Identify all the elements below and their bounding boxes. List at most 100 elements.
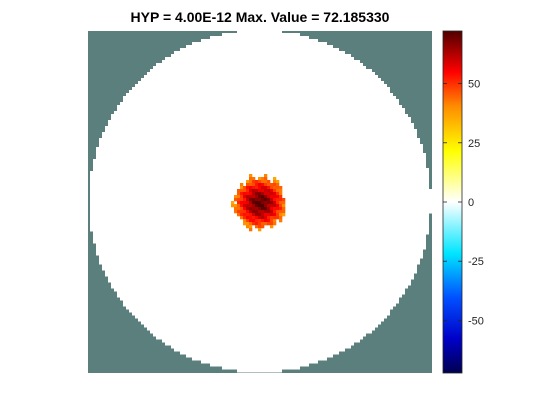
hotspot-pixel — [246, 207, 250, 211]
hotspot-pixel — [267, 222, 271, 226]
hotspot-pixel — [240, 195, 244, 199]
hotspot-pixel — [255, 222, 259, 226]
hotspot-pixel — [279, 201, 283, 205]
hotspot-pixel — [258, 195, 262, 199]
hotspot-pixel — [249, 207, 253, 211]
disk-row — [165, 342, 354, 346]
hotspot-pixel — [249, 180, 253, 184]
disk-row — [141, 78, 381, 82]
hotspot-pixel — [246, 204, 250, 208]
hotspot-pixel — [246, 213, 250, 217]
hotspot-pixel — [270, 225, 274, 229]
disk-row — [96, 249, 423, 253]
hotspot-pixel — [255, 192, 259, 196]
hotspot-pixel — [273, 180, 277, 184]
hotspot-pixel — [258, 225, 262, 229]
disk-row — [102, 264, 417, 268]
hotspot-pixel — [249, 225, 253, 229]
hotspot-pixel — [273, 183, 277, 187]
disk-row — [120, 297, 399, 301]
hotspot-pixel — [255, 183, 259, 187]
hotspot-pixel — [264, 177, 268, 181]
disk-row — [108, 279, 411, 283]
disk-row — [105, 129, 417, 133]
hotspot-pixel — [279, 216, 283, 220]
hotspot-pixel — [243, 222, 247, 226]
hotspot-pixel — [249, 186, 253, 190]
hotspot-pixel — [267, 207, 271, 211]
disk-row — [96, 243, 426, 247]
hotspot-pixel — [264, 207, 268, 211]
hotspot-pixel — [255, 189, 259, 193]
disk-row — [165, 57, 354, 61]
hotspot-pixel — [264, 192, 268, 196]
disk-row — [132, 312, 390, 316]
hotspot-pixel — [243, 204, 247, 208]
hotspot-pixel — [279, 186, 283, 190]
hotspot-pixel — [270, 192, 274, 196]
hotspot-pixel — [261, 195, 265, 199]
disk-row — [117, 108, 405, 112]
hotspot-pixel — [237, 195, 241, 199]
hotspot-pixel — [231, 204, 235, 208]
hotspot-pixel — [237, 192, 241, 196]
hotspot-pixel — [261, 183, 265, 187]
hotspot-pixel — [237, 204, 241, 208]
hotspot-pixel — [264, 204, 268, 208]
hotspot-pixel — [273, 195, 277, 199]
hotspot-pixel — [258, 177, 262, 181]
hotspot-pixel — [267, 204, 271, 208]
hotspot-pixel — [249, 195, 253, 199]
hotspot-pixel — [255, 216, 259, 220]
hotspot-pixel — [258, 216, 262, 220]
hotspot-pixel — [264, 201, 268, 205]
disk-row — [201, 39, 318, 43]
hotspot-pixel — [261, 204, 265, 208]
hotspot-pixel — [240, 216, 244, 220]
disk-row — [222, 33, 300, 37]
hotspot-pixel — [252, 189, 256, 193]
hotspot-pixel — [267, 213, 271, 217]
disk-row — [102, 135, 417, 139]
disk-row — [93, 159, 426, 163]
hotspot-pixel — [270, 204, 274, 208]
hotspot-pixel — [282, 213, 286, 217]
hotspot-pixel — [255, 210, 259, 214]
hotspot-pixel — [252, 216, 256, 220]
hotspot-pixel — [276, 183, 280, 187]
hotspot-pixel — [282, 198, 286, 202]
disk-row — [93, 234, 426, 238]
hotspot-pixel — [252, 192, 256, 196]
hotspot-pixel — [261, 210, 265, 214]
disk-row — [210, 36, 309, 40]
disk-row — [117, 291, 405, 295]
hotspot-pixel — [267, 189, 271, 193]
disk-row — [138, 81, 384, 85]
hotspot — [231, 174, 286, 232]
hotspot-pixel — [279, 210, 283, 214]
colorbar-ticks: 50 25 0 -25 -50 — [443, 79, 484, 327]
hotspot-pixel — [255, 204, 259, 208]
hotspot-pixel — [240, 210, 244, 214]
hotspot-pixel — [246, 216, 250, 220]
hotspot-pixel — [240, 198, 244, 202]
disk-row — [132, 87, 390, 91]
hotspot-pixel — [258, 228, 262, 232]
hotspot-pixel — [258, 204, 262, 208]
disk-row — [108, 276, 414, 280]
hotspot-pixel — [270, 216, 274, 220]
disk-row — [162, 339, 360, 343]
colorbar-tick-label: 0 — [468, 197, 474, 209]
hotspot-pixel — [261, 177, 265, 181]
hotspot-pixel — [249, 198, 253, 202]
hotspot-pixel — [264, 180, 268, 184]
disk-row — [99, 138, 420, 142]
hotspot-pixel — [234, 198, 238, 202]
hotspot-pixel — [249, 201, 253, 205]
disk-row — [105, 126, 414, 130]
hotspot-pixel — [243, 216, 247, 220]
hotspot-pixel — [264, 183, 268, 187]
hotspot-pixel — [255, 225, 259, 229]
disk-row — [96, 153, 426, 157]
hotspot-pixel — [249, 204, 253, 208]
